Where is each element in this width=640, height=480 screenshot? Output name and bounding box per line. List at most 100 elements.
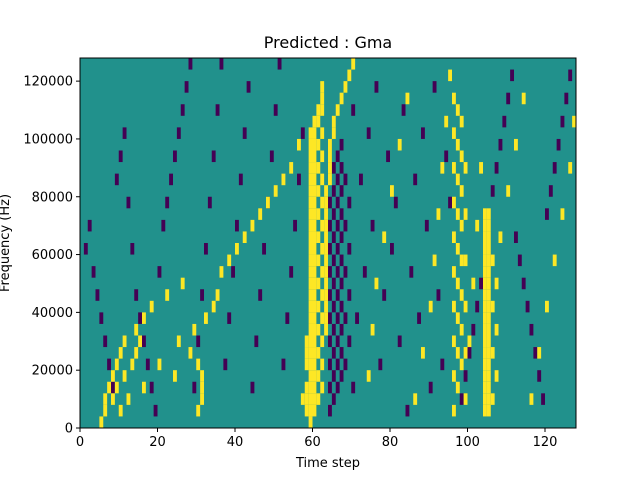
heatmap-cell-high — [490, 393, 495, 405]
heatmap-cell-high — [312, 312, 317, 324]
heatmap-cell-low — [382, 289, 387, 301]
heatmap-cell-high — [486, 208, 491, 220]
heatmap-cell-low — [289, 266, 294, 278]
heatmap-cell-low — [91, 266, 96, 278]
heatmap-cell-high — [324, 300, 329, 313]
heatmap-cell-high — [308, 185, 313, 197]
heatmap-cell-high — [320, 266, 325, 278]
heatmap-cell-high — [316, 254, 321, 267]
heatmap-cell-low — [281, 358, 286, 371]
heatmap-cell-high — [455, 104, 460, 116]
heatmap-cell-high — [118, 404, 123, 417]
heatmap-cell-high — [308, 127, 313, 139]
heatmap-cell-high — [537, 347, 542, 359]
heatmap-cell-low — [335, 243, 340, 255]
heatmap-cell-high — [347, 69, 352, 82]
heatmap-cell-low — [479, 277, 484, 290]
heatmap-cell-high — [483, 208, 487, 220]
heatmap-cell-low — [560, 115, 565, 128]
heatmap-cell-high — [463, 347, 468, 359]
heatmap-cell-high — [483, 312, 487, 324]
heatmap-cell-high — [235, 243, 239, 255]
heatmap-cell-low — [339, 370, 344, 382]
y-tick-label: 80000 — [32, 190, 73, 205]
heatmap-cell-high — [312, 196, 317, 209]
heatmap-cell-low — [254, 335, 259, 348]
heatmap-cell-low — [250, 381, 255, 394]
heatmap-cell-high — [459, 150, 464, 163]
heatmap-cell-high — [250, 219, 255, 232]
heatmap-cell-high — [455, 347, 460, 359]
y-axis-label: Frequency (Hz) — [0, 194, 13, 292]
heatmap-cell-low — [448, 196, 453, 209]
heatmap-cell-high — [498, 231, 503, 243]
y-tick-label: 40000 — [32, 306, 73, 321]
heatmap-cell-low — [409, 266, 414, 278]
heatmap-cell-high — [486, 370, 491, 382]
heatmap-cell-high — [312, 173, 317, 186]
heatmap-cell-low — [176, 127, 181, 139]
heatmap-cell-low — [424, 219, 429, 232]
heatmap-cell-high — [483, 300, 487, 313]
heatmap-cell-low — [328, 358, 332, 371]
heatmap-cell-high — [483, 289, 487, 301]
heatmap-cell-low — [393, 196, 398, 209]
heatmap-cell-high — [545, 300, 549, 313]
heatmap-cell-low — [215, 104, 220, 116]
heatmap-cell-high — [188, 347, 193, 359]
heatmap-cell-high — [304, 347, 309, 359]
heatmap-cell-high — [320, 381, 325, 394]
heatmap-cell-low — [339, 208, 344, 220]
heatmap-cell-low — [417, 312, 422, 324]
heatmap-cell-high — [324, 312, 329, 324]
heatmap-cell-high — [483, 335, 487, 348]
heatmap-cell-high — [490, 300, 495, 313]
heatmap-cell-high — [432, 254, 437, 267]
heatmap-cell-high — [483, 393, 487, 405]
heatmap-cell-high — [459, 254, 464, 267]
heatmap-cell-high — [227, 254, 232, 267]
heatmap-cell-high — [142, 381, 146, 394]
heatmap-cell-high — [308, 196, 313, 209]
heatmap-cell-low — [343, 358, 348, 371]
heatmap-cell-high — [455, 277, 460, 290]
heatmap-cell-low — [339, 162, 344, 174]
heatmap-cell-high — [211, 300, 216, 313]
heatmap-cell-high — [308, 254, 313, 267]
heatmap-cell-low — [413, 173, 418, 186]
heatmap-cell-high — [316, 231, 321, 243]
heatmap-cell-low — [331, 323, 336, 336]
heatmap-cell-high — [312, 335, 317, 348]
x-axis-label: Time step — [295, 456, 360, 471]
heatmap-cell-high — [312, 300, 317, 313]
heatmap-cell-high — [448, 69, 453, 82]
heatmap-cell-low — [130, 243, 135, 255]
heatmap-cell-high — [452, 370, 456, 382]
heatmap-cell-low — [421, 127, 425, 139]
heatmap-cell-high — [552, 254, 557, 267]
heatmap-cell-low — [514, 231, 518, 243]
heatmap-cell-low — [223, 358, 228, 371]
heatmap-cell-low — [165, 196, 170, 209]
heatmap-cell-low — [246, 81, 251, 93]
heatmap-cell-high — [479, 162, 484, 174]
heatmap-cell-high — [312, 404, 317, 417]
heatmap-cell-high — [157, 358, 162, 371]
heatmap-cell-high — [374, 277, 379, 290]
heatmap-cell-high — [452, 92, 456, 105]
heatmap-cell-high — [328, 162, 332, 174]
heatmap-cell-high — [308, 300, 313, 313]
heatmap-cell-high — [483, 231, 487, 243]
heatmap-cell-high — [320, 92, 325, 105]
heatmap-cell-low — [242, 127, 247, 139]
heatmap-cell-high — [320, 358, 325, 371]
heatmap-cell-low — [440, 358, 445, 371]
heatmap-cell-high — [483, 358, 487, 371]
heatmap-cell-low — [262, 243, 267, 255]
heatmap-cell-high — [560, 208, 565, 220]
heatmap-cell-low — [343, 266, 348, 278]
heatmap-cell-low — [335, 196, 340, 209]
heatmap-cell-high — [308, 347, 313, 359]
heatmap-cell-low — [200, 289, 205, 301]
heatmap-cell-low — [510, 69, 515, 82]
